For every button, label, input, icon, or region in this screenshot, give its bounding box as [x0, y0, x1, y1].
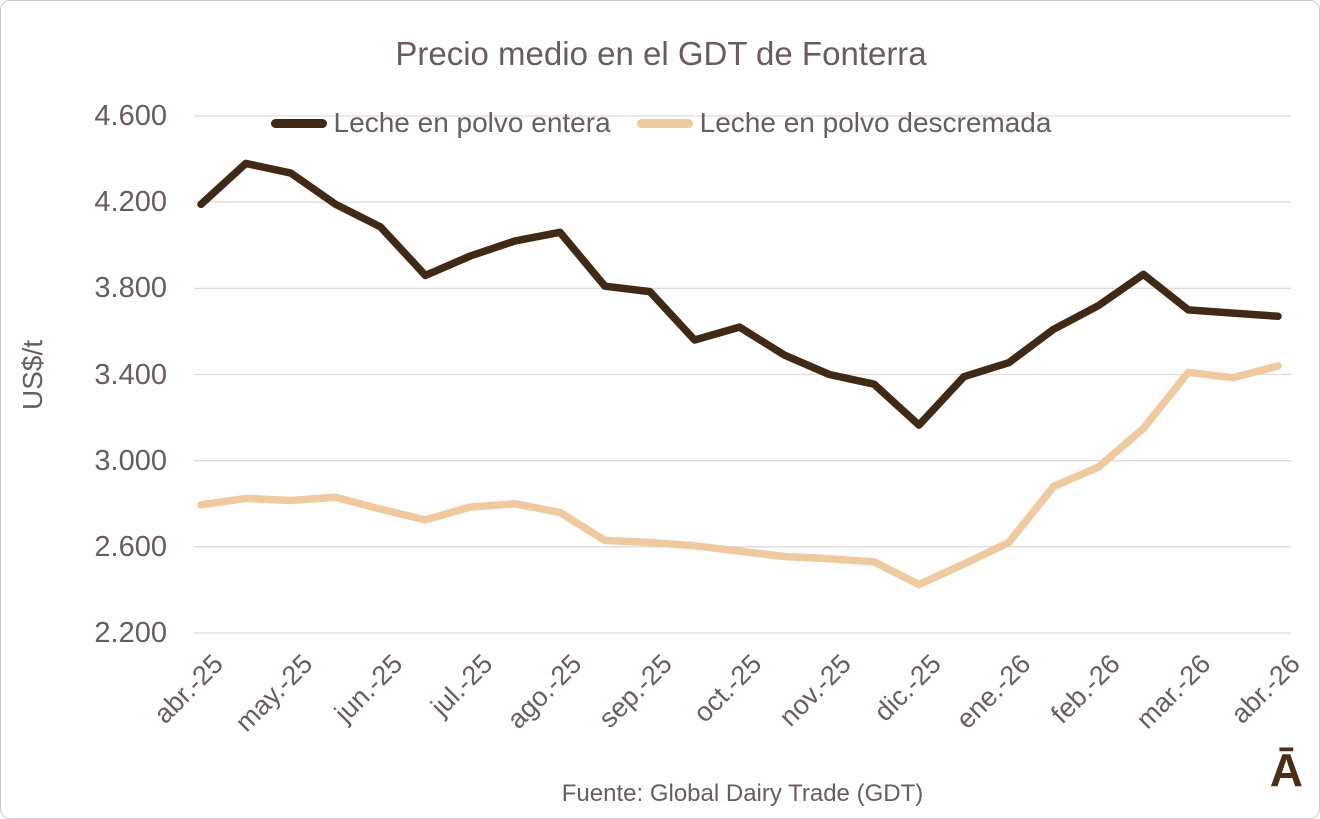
y-tick-label: 3.000 — [94, 444, 167, 477]
x-tick-label: ago.-25 — [501, 648, 588, 735]
chart-legend: Leche en polvo entera Leche en polvo desc… — [1, 105, 1319, 141]
x-tick-label: sep.-25 — [592, 648, 678, 734]
plot-area — [194, 115, 1291, 634]
y-tick-label: 2.200 — [94, 617, 167, 649]
series-line-entera — [197, 159, 1282, 429]
x-tick-label: ene.-26 — [950, 648, 1037, 735]
y-tick-label: 3.400 — [94, 358, 167, 391]
x-tick-label: jul.-25 — [424, 648, 499, 722]
legend-line-swatch — [636, 118, 693, 128]
x-tick-label: abr.-26 — [1225, 648, 1306, 730]
chart-title: Precio medio en el GDT de Fonterra — [395, 35, 927, 72]
y-axis-title-text: US$/t — [17, 339, 48, 410]
legend-item: Leche en polvo entera — [270, 107, 611, 138]
y-tick-label: 4.600 — [94, 100, 167, 132]
x-tick-label: oct.-25 — [687, 648, 768, 729]
x-tick-label: nov.-25 — [773, 648, 858, 733]
y-tick-label: 2.600 — [94, 530, 167, 563]
x-tick-label: mar.-26 — [1130, 648, 1217, 735]
legend-label: Leche en polvo entera — [333, 107, 611, 138]
legend-line-swatch — [270, 118, 327, 128]
brand-logo: Ā — [1269, 744, 1303, 796]
x-tick-label: dic.-25 — [868, 648, 947, 728]
x-tick-label: jun.-25 — [328, 648, 409, 729]
source-note: Fuente: Global Dairy Trade (GDT) — [561, 780, 924, 807]
legend-item: Leche en polvo descremada — [636, 107, 1052, 138]
x-tick-label: feb.-26 — [1045, 648, 1127, 730]
x-tick-label: may.-25 — [229, 648, 319, 738]
x-tick-label: abr.-25 — [148, 648, 229, 730]
y-tick-label: 3.800 — [94, 272, 167, 305]
series-line-descremada — [197, 362, 1282, 589]
y-tick-label: 4.200 — [94, 186, 167, 219]
legend-label: Leche en polvo descremada — [699, 107, 1052, 138]
